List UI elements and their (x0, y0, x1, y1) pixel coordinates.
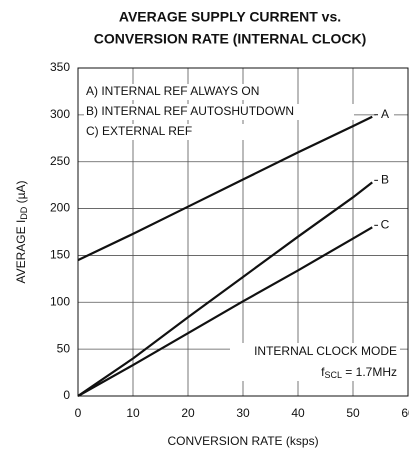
y-tick-label: 300 (50, 107, 70, 121)
y-axis-label-part: (µA) (14, 180, 28, 206)
legend-text: A) INTERNAL REF ALWAYS ON (86, 84, 259, 98)
annotation: fSCL = 1.7MHz (321, 365, 397, 380)
x-axis-label: CONVERSION RATE (ksps) (167, 434, 318, 448)
y-tick-label: 0 (63, 388, 70, 402)
chart-title: AVERAGE SUPPLY CURRENT vs. (119, 9, 341, 25)
label-bg (84, 124, 274, 140)
series-label: C (381, 217, 390, 231)
y-axis-label: AVERAGE IDD (µA) (14, 180, 29, 283)
label-bg (84, 84, 274, 100)
y-tick-label: 100 (50, 294, 70, 308)
label-bg (376, 108, 394, 125)
series-line (77, 115, 373, 262)
series-line (77, 226, 373, 397)
chart-title: CONVERSION RATE (INTERNAL CLOCK) (94, 31, 366, 47)
y-tick-label: 250 (50, 154, 70, 168)
y-axis-label-part: AVERAGE I (14, 220, 28, 284)
x-tick-label: 20 (181, 406, 195, 420)
legend-text: B) INTERNAL REF AUTOSHUTDOWN (86, 104, 294, 118)
series-line (77, 181, 373, 397)
annotation: INTERNAL CLOCK MODE (254, 344, 397, 358)
annotation-part: SCL (324, 370, 342, 380)
label-bg (230, 343, 400, 381)
series-label: B (381, 173, 389, 187)
y-tick-label: 50 (57, 341, 71, 355)
label-bg (376, 219, 394, 236)
x-tick-label: 30 (236, 406, 250, 420)
label-bg (84, 104, 354, 120)
x-tick-label: 10 (126, 406, 140, 420)
x-tick-label: 0 (75, 406, 82, 420)
x-tick-label: 60 (401, 406, 409, 420)
y-axis-label-part: DD (19, 206, 29, 219)
series-label: A (381, 107, 389, 121)
x-tick-label: 40 (291, 406, 305, 420)
y-tick-label: 150 (50, 248, 70, 262)
x-tick-label: 50 (346, 406, 360, 420)
plot-frame (77, 67, 409, 397)
annotation-part: f (321, 365, 325, 379)
y-tick-label: 350 (50, 60, 70, 74)
label-bg (376, 174, 394, 191)
legend-text: C) EXTERNAL REF (86, 124, 192, 138)
y-tick-label: 200 (50, 201, 70, 215)
annotation-part: = 1.7MHz (342, 365, 397, 379)
